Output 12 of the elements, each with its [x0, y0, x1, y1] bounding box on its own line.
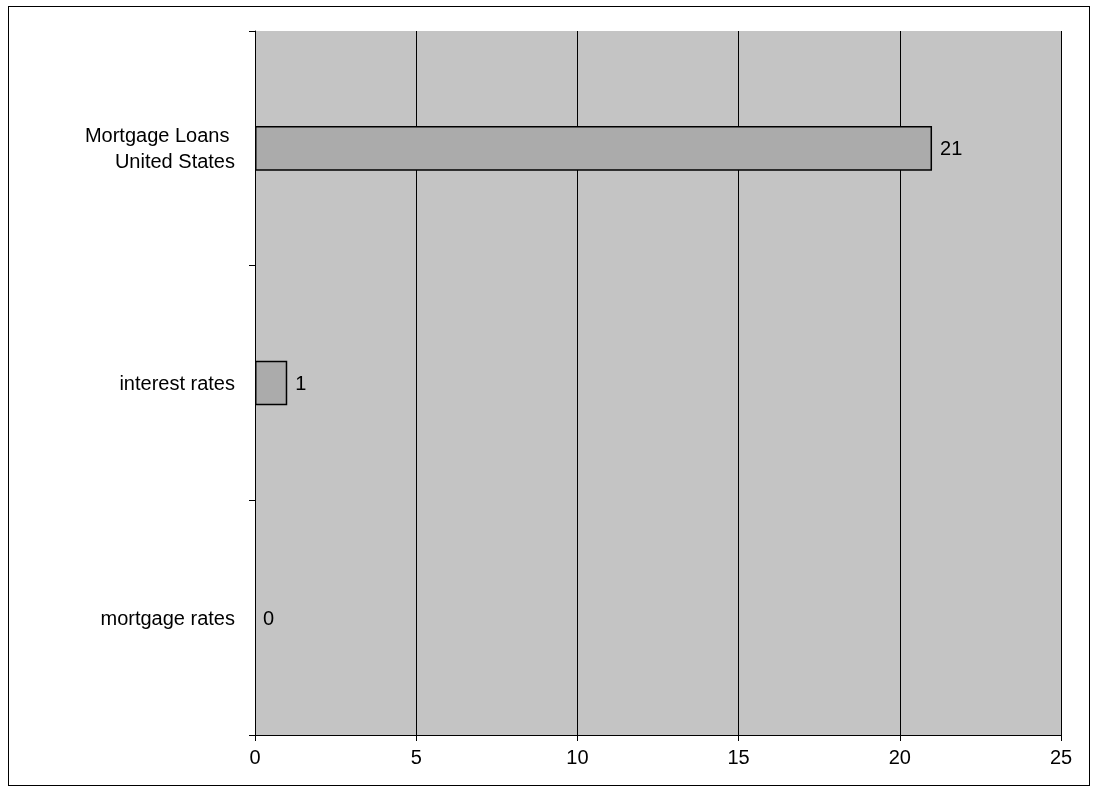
- data-label: 1: [295, 372, 307, 394]
- x-tick-label: 0: [249, 746, 261, 768]
- y-tick-label: mortgage rates: [100, 606, 235, 629]
- y-tick-label: interest rates: [119, 372, 235, 394]
- x-tick-label: 20: [888, 746, 911, 768]
- x-tick-label: 25: [1049, 746, 1073, 768]
- data-label: 21: [940, 137, 963, 160]
- y-tick-label: Mortgage Loans United States: [84, 124, 235, 173]
- x-tick-label: 10: [566, 746, 589, 768]
- x-tick-label: 15: [727, 746, 750, 768]
- x-tick-label: 5: [410, 746, 422, 768]
- data-label: 0: [263, 606, 275, 629]
